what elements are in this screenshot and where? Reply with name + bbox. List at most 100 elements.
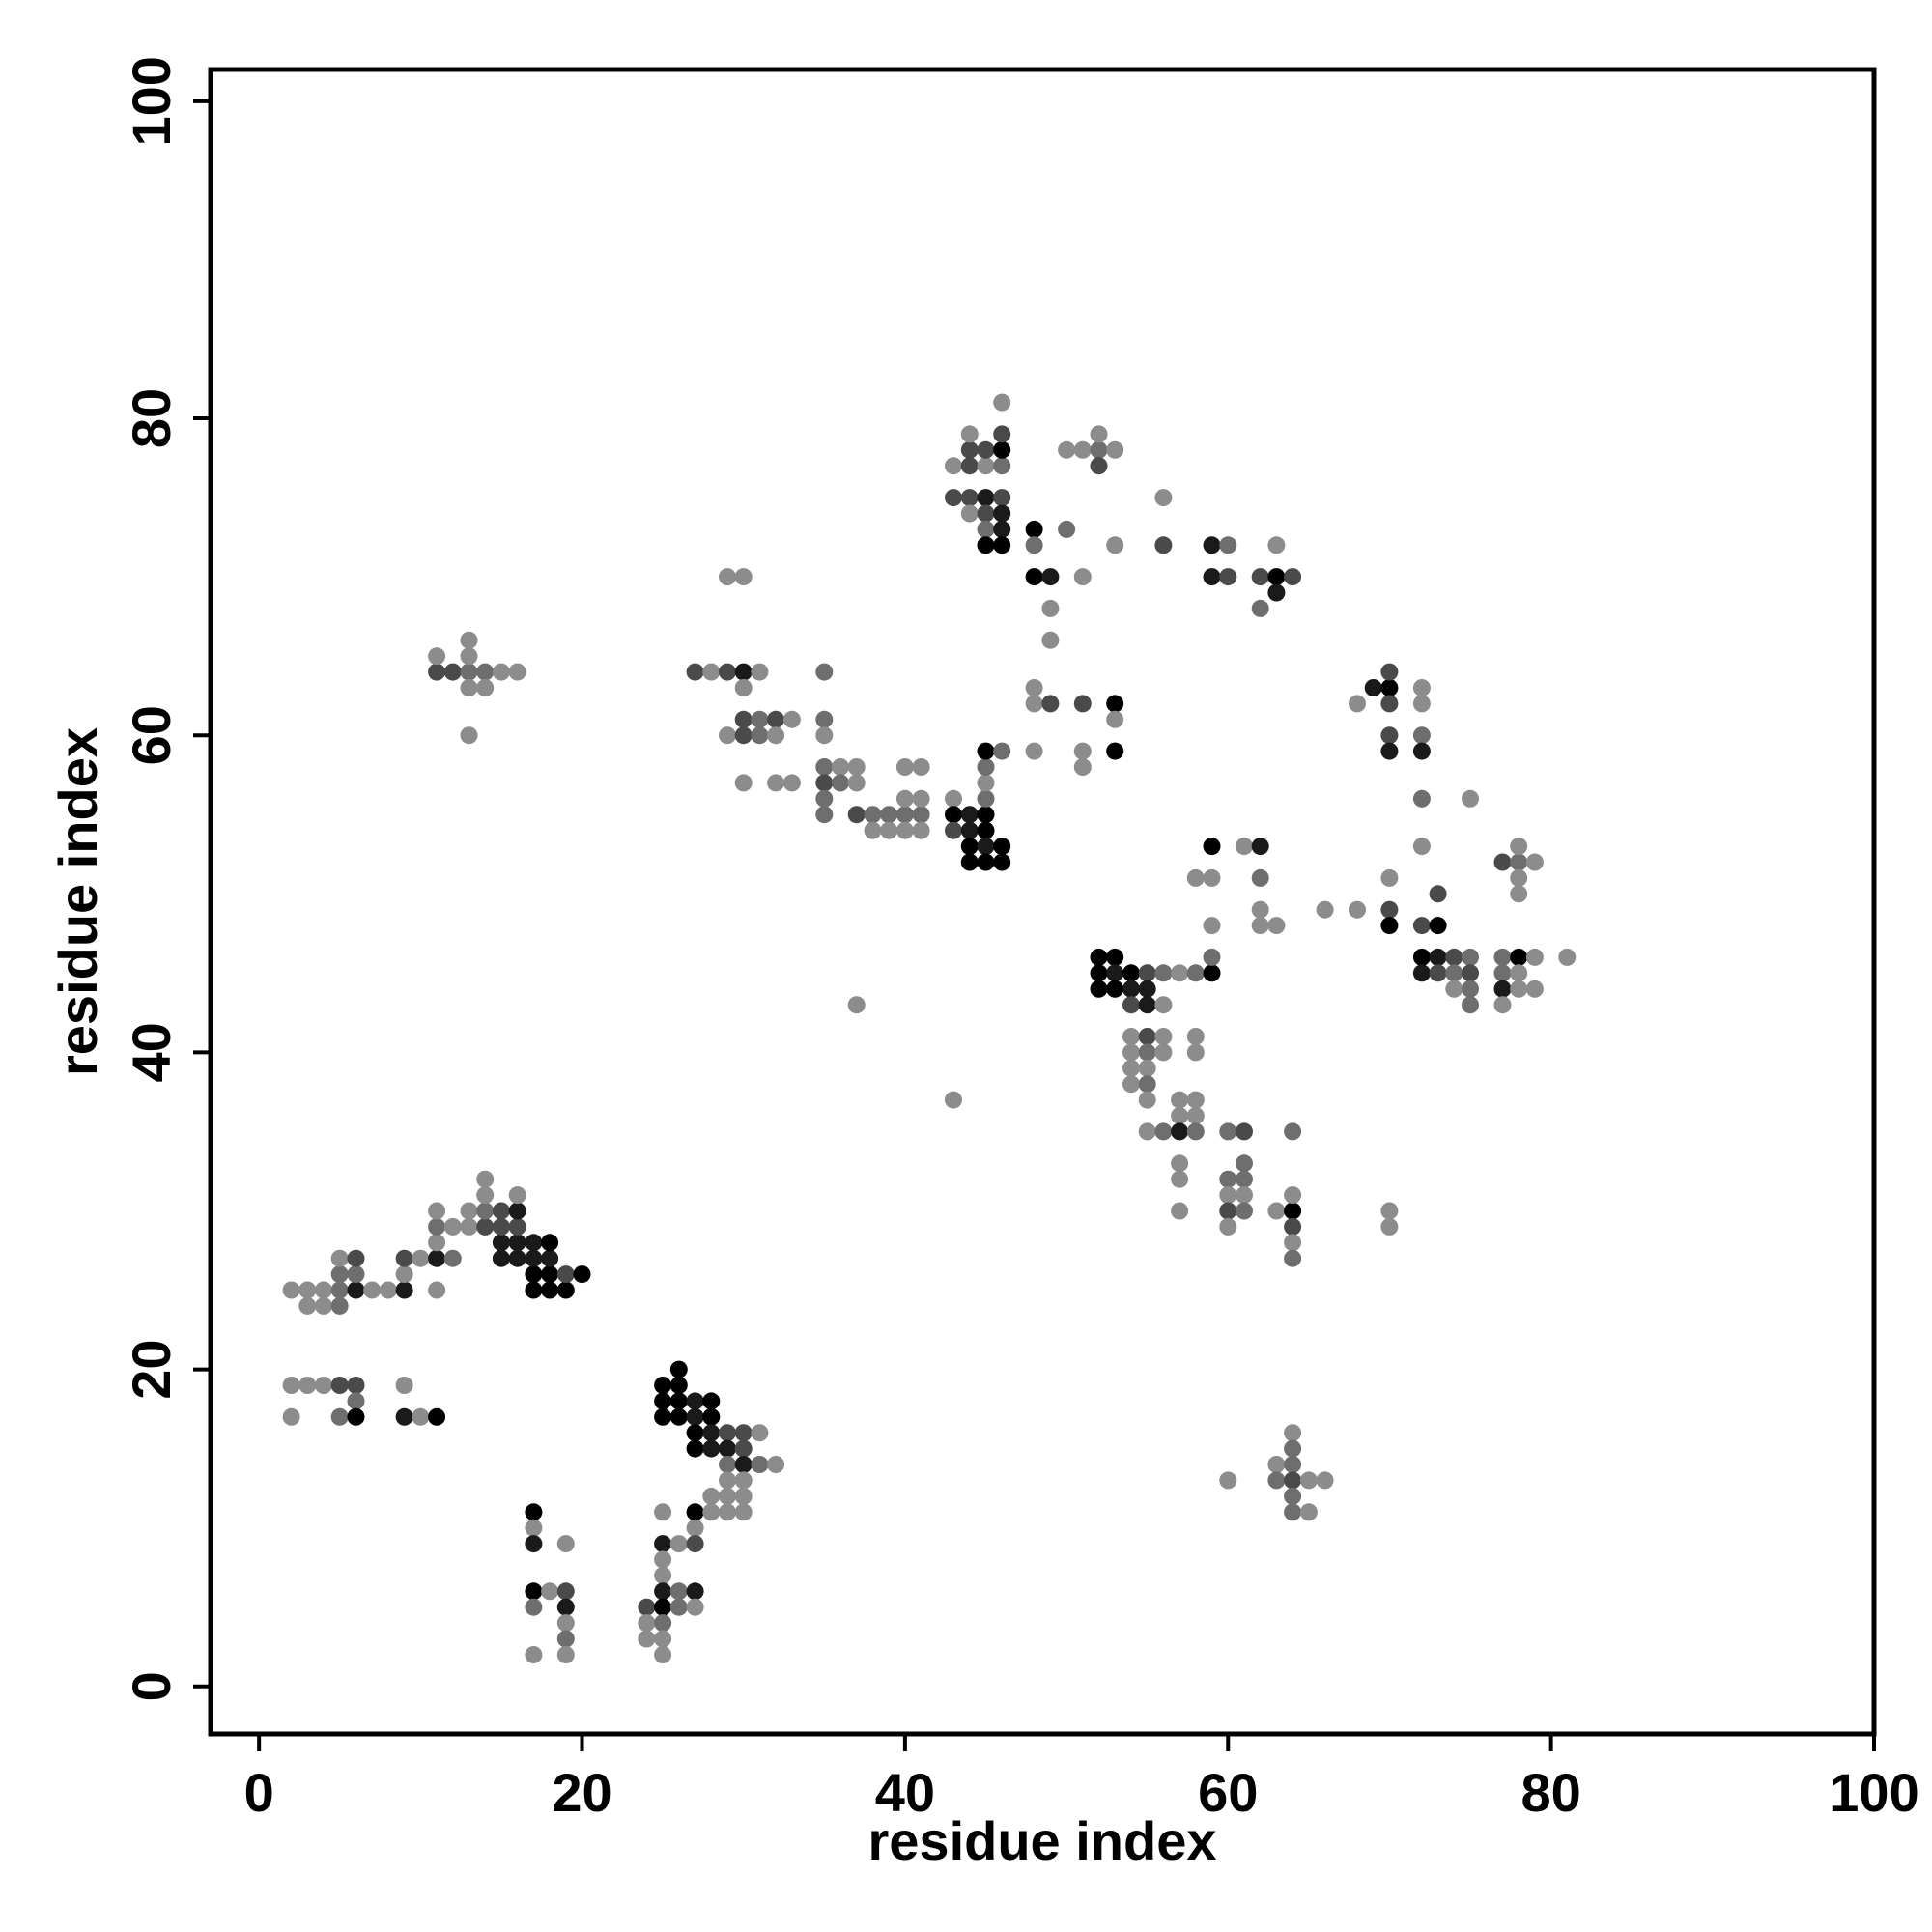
data-point bbox=[669, 1392, 688, 1410]
data-point bbox=[1171, 1170, 1189, 1188]
data-point bbox=[1186, 1043, 1205, 1062]
data-point bbox=[1041, 599, 1060, 617]
data-point bbox=[1284, 1217, 1302, 1236]
data-point bbox=[1203, 568, 1221, 586]
data-point bbox=[1154, 1043, 1173, 1062]
data-point bbox=[1041, 631, 1060, 649]
data-point bbox=[1493, 964, 1512, 982]
data-point bbox=[1106, 980, 1124, 998]
data-point bbox=[347, 1265, 365, 1284]
data-point bbox=[525, 1535, 543, 1553]
data-point bbox=[767, 726, 785, 745]
data-point bbox=[702, 1407, 721, 1426]
data-point bbox=[767, 774, 785, 792]
data-point bbox=[1171, 1202, 1189, 1220]
data-point bbox=[1138, 1122, 1156, 1141]
data-point bbox=[669, 1535, 688, 1553]
data-point bbox=[1412, 789, 1431, 808]
data-point bbox=[1380, 695, 1399, 713]
data-point bbox=[1186, 1091, 1205, 1109]
data-point bbox=[1073, 568, 1092, 586]
data-point bbox=[960, 853, 979, 871]
data-point bbox=[895, 806, 914, 824]
data-point bbox=[686, 1392, 704, 1410]
data-point bbox=[1154, 964, 1173, 982]
data-point bbox=[1429, 964, 1447, 982]
data-point bbox=[1236, 1170, 1253, 1188]
data-point bbox=[1106, 536, 1124, 554]
data-point bbox=[993, 425, 1011, 443]
data-point bbox=[1445, 948, 1463, 966]
data-point bbox=[1090, 425, 1108, 443]
data-point bbox=[912, 821, 930, 839]
data-point bbox=[977, 789, 995, 808]
data-point bbox=[1267, 536, 1286, 554]
data-point bbox=[815, 663, 834, 681]
data-point bbox=[1380, 679, 1399, 696]
data-point bbox=[734, 1471, 753, 1490]
data-point bbox=[1284, 1249, 1302, 1267]
data-point bbox=[1138, 1075, 1156, 1094]
data-point bbox=[686, 1424, 704, 1442]
data-point bbox=[1025, 742, 1043, 760]
data-point bbox=[993, 489, 1011, 507]
data-point bbox=[1203, 917, 1221, 935]
data-point bbox=[1284, 1456, 1302, 1473]
data-point bbox=[977, 838, 995, 856]
x-axis-title: residue index bbox=[867, 1810, 1216, 1871]
data-point bbox=[654, 1646, 672, 1663]
data-point bbox=[1154, 1028, 1173, 1045]
data-point bbox=[960, 838, 979, 856]
data-point bbox=[541, 1582, 559, 1601]
points-layer bbox=[282, 393, 1577, 1663]
data-point bbox=[1203, 964, 1221, 982]
data-point bbox=[686, 1439, 704, 1458]
data-point bbox=[1219, 1186, 1237, 1205]
data-point bbox=[1251, 599, 1269, 617]
data-point bbox=[1251, 917, 1269, 935]
data-point bbox=[719, 663, 736, 681]
data-point bbox=[460, 679, 478, 696]
data-point bbox=[977, 758, 995, 776]
data-point bbox=[654, 1582, 672, 1601]
data-point bbox=[508, 1249, 526, 1267]
data-point bbox=[1510, 980, 1528, 998]
data-point bbox=[525, 1503, 543, 1521]
data-point bbox=[702, 1503, 721, 1521]
data-point bbox=[1138, 1028, 1156, 1045]
data-point bbox=[443, 1249, 462, 1267]
data-point bbox=[734, 726, 753, 745]
data-point bbox=[734, 568, 753, 586]
data-point bbox=[1299, 1471, 1318, 1490]
data-point bbox=[654, 1377, 672, 1394]
data-point bbox=[508, 1202, 526, 1220]
data-point bbox=[525, 1281, 543, 1299]
data-point bbox=[556, 1265, 575, 1284]
data-point bbox=[1284, 1122, 1302, 1141]
data-point bbox=[1058, 520, 1076, 538]
data-point bbox=[1106, 742, 1124, 760]
data-point bbox=[1186, 1107, 1205, 1124]
data-point bbox=[1412, 838, 1431, 856]
data-point bbox=[1493, 980, 1512, 998]
data-point bbox=[654, 1392, 672, 1410]
data-point bbox=[686, 1503, 704, 1521]
data-point bbox=[1236, 1154, 1253, 1173]
data-point bbox=[1510, 964, 1528, 982]
data-point bbox=[960, 504, 979, 523]
data-point bbox=[1445, 980, 1463, 998]
data-point bbox=[669, 1407, 688, 1426]
data-point bbox=[977, 821, 995, 839]
data-point bbox=[1251, 900, 1269, 919]
data-point bbox=[977, 520, 995, 538]
data-point bbox=[379, 1281, 397, 1299]
data-point bbox=[460, 726, 478, 745]
data-point bbox=[1412, 948, 1431, 966]
y-tick-label: 80 bbox=[121, 388, 182, 448]
data-point bbox=[556, 1646, 575, 1663]
data-point bbox=[1025, 679, 1043, 696]
data-point bbox=[1236, 1202, 1253, 1220]
y-tick-label: 60 bbox=[121, 705, 182, 765]
data-point bbox=[669, 1360, 688, 1378]
y-axis-title: residue index bbox=[47, 727, 108, 1076]
